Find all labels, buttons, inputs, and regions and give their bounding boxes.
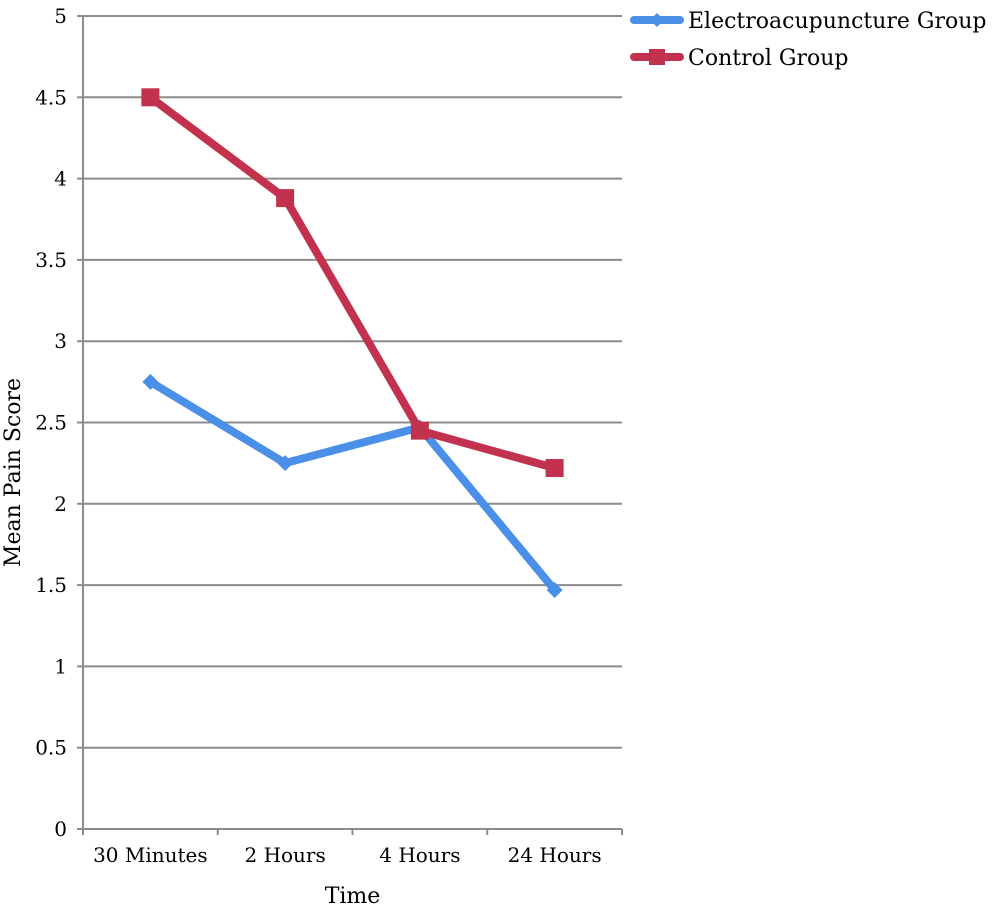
data-point-square bbox=[545, 459, 564, 478]
legend-label: Control Group bbox=[688, 46, 848, 71]
data-point-diamond bbox=[277, 455, 294, 472]
series-1 bbox=[142, 373, 563, 598]
y-tick-label: 3.5 bbox=[35, 248, 67, 272]
x-axis-title: Time bbox=[325, 884, 381, 909]
y-tick-label: 0 bbox=[54, 817, 67, 841]
x-tick-label: 30 Minutes bbox=[93, 843, 208, 867]
series-line bbox=[146, 93, 559, 473]
axes bbox=[82, 16, 622, 830]
data-point-square bbox=[141, 88, 160, 107]
data-point-square bbox=[410, 421, 429, 440]
y-tick-labels: 0 0.5 1 1.5 2 2.5 3 3.5 4 4.5 5 bbox=[35, 4, 67, 841]
x-tick-label: 2 Hours bbox=[244, 843, 325, 867]
data-point-diamond bbox=[650, 13, 664, 27]
data-point-diamond bbox=[142, 373, 159, 390]
data-point-diamond bbox=[546, 581, 563, 598]
y-tick-label: 0.5 bbox=[35, 736, 67, 760]
x-tick-label: 4 Hours bbox=[379, 843, 460, 867]
data-point-square bbox=[649, 49, 665, 65]
series bbox=[141, 88, 564, 598]
legend-label: Electroacupuncture Group bbox=[688, 9, 987, 34]
y-tick-label: 1.5 bbox=[35, 573, 67, 597]
y-axis-title: Mean Pain Score bbox=[1, 378, 26, 567]
data-point-square bbox=[276, 189, 295, 208]
gridlines bbox=[77, 15, 623, 835]
y-tick-label: 4.5 bbox=[35, 85, 67, 109]
legend: Electroacupuncture Group Control Group bbox=[630, 9, 987, 71]
y-tick-label: 5 bbox=[54, 4, 67, 28]
x-tick-label: 24 Hours bbox=[508, 843, 602, 867]
y-tick-label: 1 bbox=[54, 654, 67, 678]
series-2 bbox=[141, 88, 564, 478]
series-line bbox=[146, 377, 559, 594]
y-tick-label: 4 bbox=[54, 167, 67, 191]
legend-item: Electroacupuncture Group bbox=[630, 9, 987, 34]
y-tick-label: 2.5 bbox=[35, 411, 67, 435]
legend-item: Control Group bbox=[630, 46, 848, 71]
y-tick-label: 2 bbox=[54, 492, 67, 516]
x-tick-labels: 30 Minutes 2 Hours 4 Hours 24 Hours bbox=[93, 843, 602, 867]
y-tick-label: 3 bbox=[54, 329, 67, 353]
